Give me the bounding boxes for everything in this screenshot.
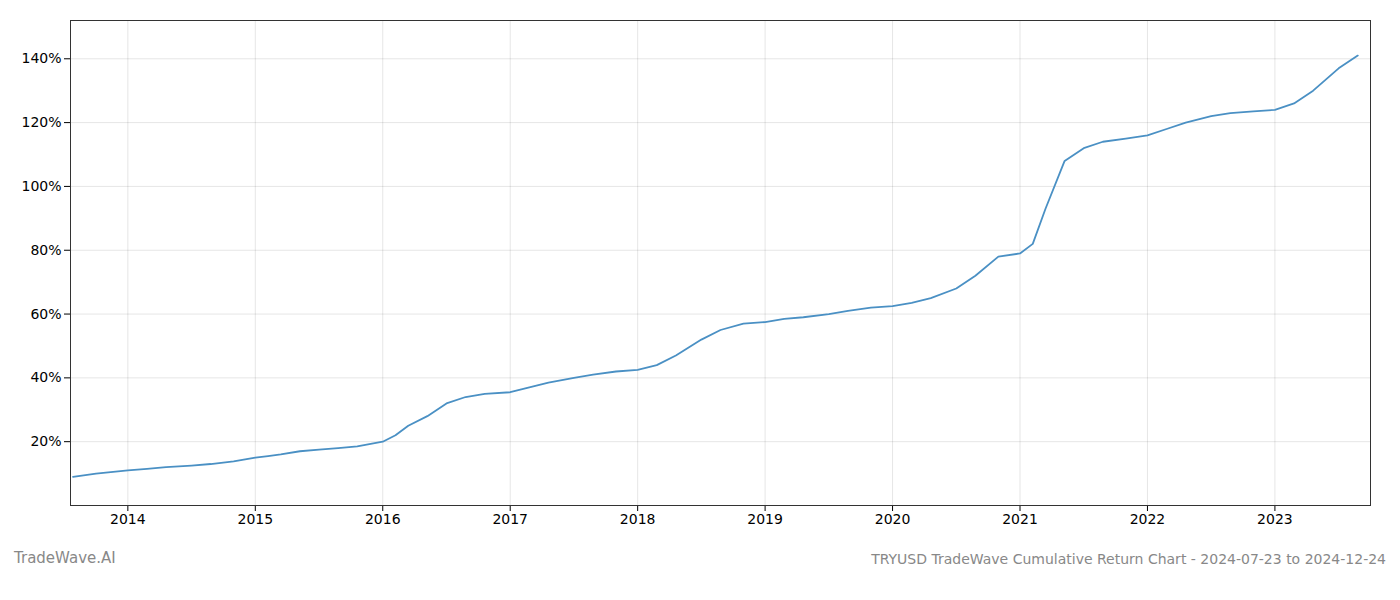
- svg-text:2018: 2018: [620, 511, 656, 527]
- svg-text:2014: 2014: [110, 511, 146, 527]
- svg-text:2020: 2020: [875, 511, 911, 527]
- html-text:TRYUSD TradeWave Cumulative Re: TRYUSD TradeWave Cumulative Return Chart…: [871, 551, 1386, 567]
- svg-text:2022: 2022: [1130, 511, 1166, 527]
- svg-text:2021: 2021: [1002, 511, 1038, 527]
- svg-text:140%: 140%: [21, 50, 61, 66]
- svg-text:2017: 2017: [492, 511, 528, 527]
- svg-text:2016: 2016: [365, 511, 401, 527]
- svg-text:2015: 2015: [237, 511, 273, 527]
- svg-text:80%: 80%: [30, 242, 61, 258]
- svg-text:40%: 40%: [30, 369, 61, 385]
- svg-text:60%: 60%: [30, 306, 61, 322]
- svg-text:2023: 2023: [1257, 511, 1293, 527]
- svg-text:2019: 2019: [747, 511, 783, 527]
- svg-text:120%: 120%: [21, 114, 61, 130]
- svg-text:100%: 100%: [21, 178, 61, 194]
- html-text:TradeWave.AI: TradeWave.AI: [14, 549, 116, 567]
- svg-text:20%: 20%: [30, 433, 61, 449]
